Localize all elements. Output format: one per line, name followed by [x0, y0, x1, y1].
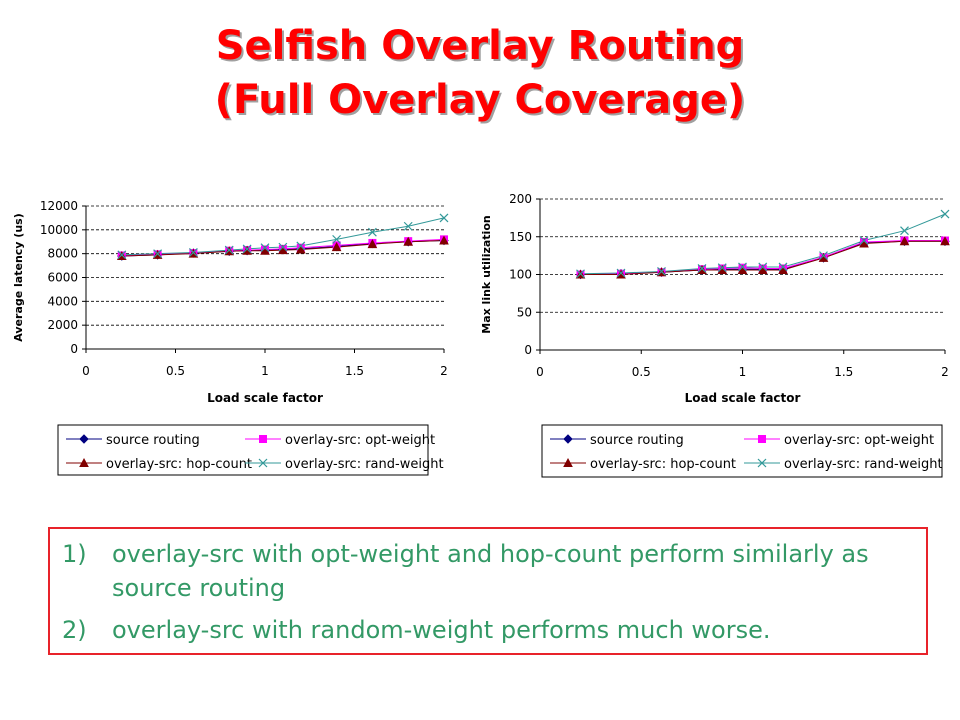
- data-point: [242, 244, 252, 254]
- note-text: overlay-src with random-weight performs …: [112, 616, 771, 644]
- x-tick-label: 0: [82, 364, 90, 378]
- y-tick-label: 6000: [47, 271, 78, 285]
- legend-marker: [259, 435, 267, 443]
- data-point: [859, 236, 869, 245]
- data-point: [367, 227, 377, 237]
- y-tick-label: 200: [509, 192, 532, 206]
- note-number: 2): [62, 616, 87, 644]
- data-point: [899, 236, 910, 246]
- data-point: [403, 236, 414, 246]
- data-point: [367, 239, 378, 249]
- legend-label: overlay-src: hop-count: [590, 457, 736, 472]
- legend-marker: [79, 457, 89, 467]
- legend-marker: [757, 458, 767, 468]
- data-point: [778, 262, 788, 272]
- y-tick-label: 0: [524, 343, 532, 357]
- data-point: [117, 250, 127, 260]
- x-tick-label: 1.5: [345, 364, 364, 378]
- data-point: [403, 221, 413, 231]
- x-tick-label: 2: [440, 364, 448, 378]
- y-tick-label: 12000: [40, 199, 78, 213]
- x-tick-label: 2: [941, 365, 949, 379]
- data-point: [296, 241, 306, 251]
- y-tick-label: 100: [509, 268, 532, 282]
- y-tick-label: 4000: [47, 294, 78, 308]
- legend-label: overlay-src: opt-weight: [784, 433, 934, 448]
- slide-title-line-2: (Full Overlay Coverage): [214, 77, 746, 123]
- y-tick-label: 150: [509, 230, 532, 244]
- slide-title-line-1: Selfish Overlay Routing: [215, 23, 745, 69]
- y-tick-label: 2000: [47, 318, 78, 332]
- data-point: [738, 262, 747, 272]
- data-point: [697, 264, 707, 273]
- note-number: 1): [62, 540, 87, 568]
- legend-label: overlay-src: rand-weight: [784, 457, 943, 472]
- x-axis-label: Load scale factor: [685, 391, 801, 405]
- data-point: [278, 242, 288, 252]
- series-line: [121, 217, 445, 256]
- chart-average-latency: 0 2000 4000 6000 8000 10000 12000 0 0.5 1 1.5 2 Load…: [12, 199, 449, 476]
- series-line: [121, 240, 445, 257]
- data-point: [940, 236, 950, 246]
- note-text: overlay-src with opt-weight and hop-coun…: [112, 540, 869, 602]
- legend-marker: [563, 457, 573, 467]
- y-tick-label: 10000: [40, 223, 78, 237]
- y-tick-label: 0: [70, 342, 78, 356]
- y-axis-label: Average latency (us): [12, 213, 25, 341]
- data-point: [819, 251, 828, 261]
- legend-label: overlay-src: opt-weight: [285, 433, 435, 448]
- data-point: [331, 242, 342, 252]
- data-point: [900, 226, 909, 236]
- data-point: [576, 269, 585, 279]
- legend-label: overlay-src: rand-weight: [285, 457, 444, 472]
- legend-marker: [758, 435, 766, 443]
- legend-box: [57, 424, 429, 476]
- legend-label: source routing: [106, 433, 200, 448]
- x-tick-label: 0.5: [632, 365, 651, 379]
- chart-max-link-utilization: 0 50 100 150 200 0 0.5 1 1.5 2 Load scale factor Ma…: [480, 192, 950, 478]
- data-point: [224, 245, 234, 255]
- data-point: [940, 209, 950, 219]
- data-point: [295, 244, 306, 254]
- data-point: [717, 263, 727, 273]
- data-point: [758, 262, 768, 272]
- x-axis-label: Load scale factor: [207, 391, 323, 405]
- y-tick-label: 8000: [47, 247, 78, 261]
- legend-label: overlay-src: hop-count: [106, 457, 252, 472]
- data-point: [439, 213, 449, 223]
- data-point: [188, 248, 198, 257]
- x-tick-label: 1: [261, 364, 269, 378]
- legend-marker: [258, 458, 268, 468]
- series-line: [580, 240, 945, 275]
- x-tick-label: 0: [536, 365, 544, 379]
- series-line: [121, 238, 445, 256]
- series-line: [580, 213, 946, 275]
- data-point: [439, 235, 449, 245]
- legend-marker: [563, 434, 573, 444]
- x-tick-label: 0.5: [166, 364, 185, 378]
- data-point: [260, 243, 270, 253]
- x-tick-label: 1.5: [834, 365, 853, 379]
- y-tick-label: 50: [517, 305, 532, 319]
- x-tick-label: 1: [739, 365, 747, 379]
- data-point: [616, 268, 626, 278]
- legend-box: [541, 424, 943, 478]
- legend-marker: [79, 434, 89, 444]
- data-point: [657, 267, 666, 276]
- y-axis-label: Max link utilization: [480, 215, 493, 333]
- data-point: [153, 249, 163, 259]
- legend-label: source routing: [590, 433, 684, 448]
- notes-box: 1) overlay-src with opt-weight and hop-c…: [48, 527, 928, 655]
- data-point: [332, 234, 342, 244]
